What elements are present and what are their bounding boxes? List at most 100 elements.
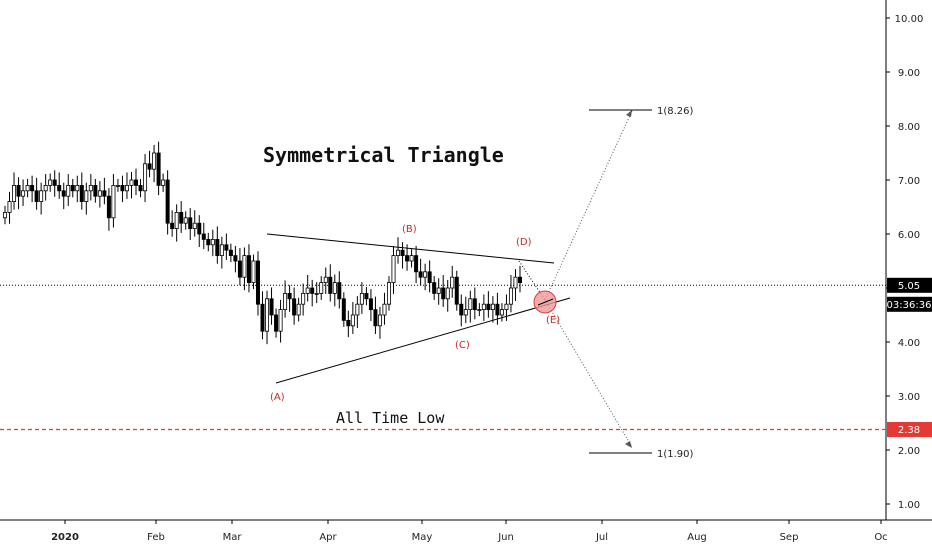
- candle: [120, 175, 125, 203]
- candle: [183, 211, 188, 230]
- candle-body: [75, 184, 80, 192]
- candle-body: [350, 314, 355, 327]
- candle: [165, 170, 170, 235]
- candle: [260, 291, 265, 340]
- candle-body: [57, 184, 62, 192]
- candle-body: [274, 314, 279, 332]
- triangle-lower-trendline[interactable]: [275, 297, 571, 384]
- candle-body: [504, 303, 509, 311]
- price-axis[interactable]: [886, 0, 932, 550]
- candle-body: [265, 298, 270, 332]
- candle: [382, 292, 387, 325]
- candle-body: [341, 298, 346, 321]
- candle: [156, 141, 161, 196]
- candle: [292, 287, 297, 325]
- candle: [296, 297, 301, 322]
- candle: [409, 249, 414, 268]
- candle: [242, 247, 247, 291]
- candle-body: [418, 271, 423, 278]
- candle: [39, 182, 44, 215]
- candle-body: [436, 287, 441, 294]
- candle: [436, 278, 441, 305]
- candle-body: [48, 179, 53, 186]
- candle: [486, 291, 491, 318]
- candle-body: [237, 260, 242, 278]
- candle-body: [463, 309, 468, 316]
- candle: [328, 264, 333, 302]
- candle: [34, 177, 39, 210]
- price-tick-label: 4.00: [898, 338, 920, 349]
- candle: [314, 282, 319, 304]
- candle: [61, 182, 66, 210]
- all-time-low-badge: [887, 421, 932, 437]
- candle: [310, 279, 315, 307]
- candle-body: [328, 276, 333, 294]
- target-down-label: 1(1.90): [657, 449, 694, 460]
- all-time-low-annotation: All Time Low: [336, 409, 445, 427]
- candle: [477, 303, 482, 317]
- candle: [265, 290, 270, 345]
- candle-body: [201, 233, 206, 240]
- candle: [499, 303, 504, 322]
- candle-body: [179, 211, 184, 224]
- candle-body: [25, 184, 30, 192]
- candle: [359, 282, 364, 314]
- candle-body: [314, 292, 319, 295]
- candle: [427, 260, 432, 293]
- candle-body: [472, 298, 477, 310]
- candle-body: [106, 195, 111, 219]
- candle-body: [79, 184, 84, 202]
- candle: [57, 172, 62, 199]
- candle-body: [391, 255, 396, 284]
- candle: [170, 210, 175, 237]
- candle-body: [355, 303, 360, 316]
- candle: [106, 188, 111, 231]
- candle: [206, 232, 211, 252]
- candle-body: [305, 287, 310, 294]
- candle-body: [518, 276, 523, 284]
- candle-body: [84, 190, 89, 203]
- candle: [3, 205, 8, 225]
- candle-body: [34, 190, 39, 203]
- candle: [152, 144, 157, 183]
- candle-body: [152, 152, 157, 170]
- candle-body: [210, 238, 215, 246]
- candle: [215, 226, 220, 264]
- target-up-label: 1(8.26): [657, 106, 694, 117]
- triangle-upper-trendline[interactable]: [266, 233, 555, 264]
- candle-body: [219, 244, 224, 257]
- time-tick-label: Jun: [497, 532, 514, 543]
- price-tick-label: 6.00: [898, 230, 920, 241]
- candle: [210, 229, 215, 257]
- candle: [513, 269, 518, 301]
- candle: [459, 294, 464, 327]
- candle: [445, 279, 450, 312]
- candle: [143, 154, 148, 203]
- candle: [423, 263, 428, 291]
- candle-body: [301, 292, 306, 305]
- candle-body: [386, 282, 391, 305]
- price-tick-label: 1.00: [898, 500, 920, 511]
- candle-body: [138, 184, 143, 192]
- candle-body: [423, 271, 428, 278]
- candle-body: [206, 238, 211, 246]
- countdown-timer: 03:36:36: [887, 300, 932, 311]
- target-down-arrowhead: [625, 441, 632, 448]
- candle-body: [310, 287, 315, 294]
- all-time-low-value: 2.38: [898, 425, 920, 436]
- candle: [364, 286, 369, 306]
- candle-body: [260, 303, 265, 332]
- candle: [495, 292, 500, 325]
- price-tick-label: 9.00: [898, 68, 920, 79]
- candle-body: [242, 255, 247, 278]
- candle: [332, 274, 337, 307]
- candle-body: [441, 287, 446, 300]
- candle-body: [183, 217, 188, 224]
- time-tick-label: Aug: [687, 532, 707, 543]
- candle-body: [292, 298, 297, 316]
- candle-body: [255, 260, 260, 305]
- candle-body: [283, 292, 288, 310]
- candle-body: [296, 303, 301, 316]
- candle-body: [319, 282, 324, 294]
